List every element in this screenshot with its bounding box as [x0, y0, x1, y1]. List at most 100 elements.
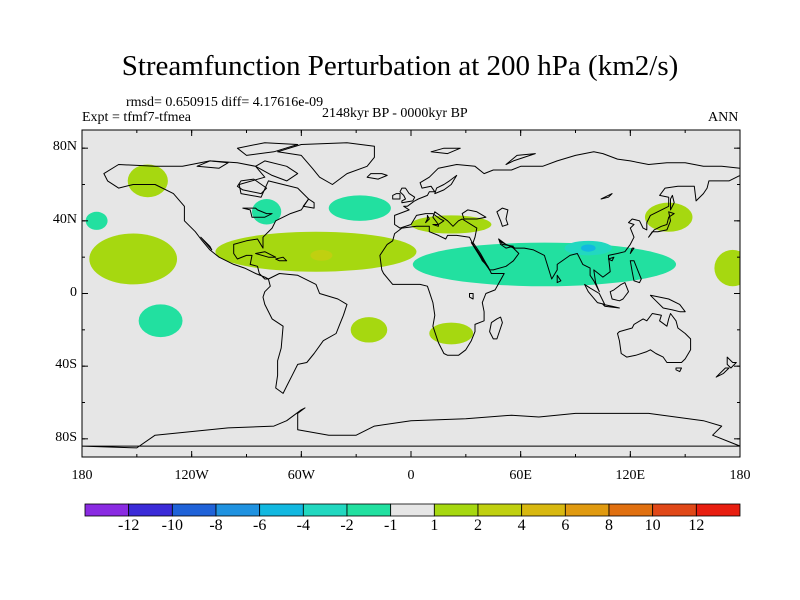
southeast-pacific-negative [138, 304, 183, 338]
lat-label: 40N [52, 211, 77, 227]
colorbar-box [84, 503, 130, 517]
colorbar-box [521, 503, 566, 517]
svalbard-coastline [430, 147, 461, 155]
sicily-coastline [432, 224, 439, 227]
colorbar-box [128, 503, 173, 517]
colorbar-label: 1 [430, 517, 439, 534]
lon-label: 120E [615, 468, 646, 483]
colorbar-box [477, 503, 523, 517]
java-coastline [602, 303, 620, 309]
colorbar-box [390, 503, 435, 517]
lat-label: 80N [52, 139, 77, 155]
colorbar-label: 8 [605, 517, 613, 534]
india-negative-center [580, 244, 596, 252]
persian-gulf-coastline [498, 238, 514, 249]
caspian-sea-coastline [496, 207, 509, 227]
new-zealand-south-coastline [715, 367, 730, 378]
lon-label: 0 [407, 468, 415, 483]
cuba-coastline [255, 251, 277, 258]
borneo-coastline [609, 282, 629, 302]
corsica-sardinia-coastline [425, 214, 430, 224]
lat-label: 40S [55, 357, 77, 373]
uk-coastline [399, 187, 416, 204]
colorbar-label: -8 [209, 517, 223, 534]
lon-label: 60W [287, 468, 315, 483]
great-lakes-negative [251, 199, 282, 225]
ellesmere-island-coastline [236, 142, 299, 156]
stats-label: rmsd= 0.650915 diff= 4.17616e-09 [126, 95, 324, 110]
lake-victoria-coastline [469, 293, 474, 300]
north-america-coastline [103, 160, 310, 280]
hispaniola-coastline [275, 256, 288, 262]
axis-ticks [81, 130, 741, 457]
great-lakes-coastline [242, 207, 273, 218]
colorbar-label: 10 [644, 517, 661, 534]
sakhalin-coastline [670, 194, 675, 211]
colorbar-box [259, 503, 304, 517]
atlantic-positive-core [310, 249, 333, 261]
colorbar-box [608, 503, 654, 517]
new-guinea-coastline [649, 294, 686, 313]
colorbar-box [695, 503, 741, 517]
lon-label: 180 [71, 468, 93, 483]
eurasia-coastline [394, 151, 740, 293]
colorbar-label: 6 [561, 517, 570, 534]
dateline-positive [714, 249, 740, 287]
period-label: 2148kyr BP - 0000kyr BP [322, 106, 468, 121]
sri-lanka-coastline [556, 274, 562, 284]
taiwan-coastline [629, 247, 635, 254]
season-label: ANN [708, 110, 739, 125]
gulf-california-coastline [200, 236, 213, 251]
north-pacific-positive [127, 164, 168, 198]
baffin-island-coastline [255, 160, 299, 182]
new-zealand-north-coastline [726, 356, 737, 369]
colorbar-label: 4 [517, 517, 526, 534]
madagascar-coastline [489, 316, 503, 340]
north-atlantic-negative [328, 195, 391, 221]
lake-baikal-coastline [600, 193, 613, 200]
lon-label: 60E [509, 468, 532, 483]
red-sea-coastline [470, 242, 491, 271]
hawaii-positive [89, 233, 178, 285]
colorbar-box [302, 503, 348, 517]
iceland-coastline [366, 173, 388, 180]
anomaly-contours [85, 164, 740, 345]
colorbar-label: 2 [474, 517, 482, 534]
south-africa-positive [429, 322, 474, 345]
south-america-coastline [262, 273, 348, 394]
colorbar-box [215, 503, 261, 517]
colorbar-box [564, 503, 610, 517]
japan-coastline [648, 211, 675, 238]
map-background [82, 130, 740, 457]
colorbar-label: -12 [117, 517, 140, 534]
newfoundland-coastline [302, 198, 315, 209]
south-atlantic-positive [350, 317, 388, 343]
colorbar-box [652, 503, 697, 517]
hainan-coastline [607, 256, 615, 262]
experiment-label: Expt = tfmf7-tfmea [82, 110, 191, 125]
lat-label: 0 [70, 284, 77, 300]
black-sea-coastline [461, 209, 487, 220]
colorbar-label: -2 [340, 517, 354, 534]
colorbar-label: -4 [296, 517, 310, 534]
australia-coastline [617, 313, 692, 363]
lat-label: 80S [55, 429, 77, 445]
tasmania-coastline [675, 367, 682, 373]
ireland-coastline [392, 193, 401, 200]
page-title: Streamfunction Perturbation at 200 hPa (… [121, 50, 679, 82]
africa-coastline [379, 225, 505, 356]
colorbar-label: 12 [688, 517, 705, 534]
colorbar-label: -10 [161, 517, 183, 534]
lon-label: 120W [174, 468, 209, 483]
antarctica-coastline [82, 407, 740, 449]
greenland-coastline [277, 142, 375, 185]
colorbar-box [433, 503, 479, 517]
novaya-zemlya-coastline [505, 153, 536, 165]
colorbar-label: -6 [252, 517, 267, 534]
colorbar-label: -1 [383, 517, 398, 534]
west-coast-negative [85, 211, 108, 230]
victoria-island-coastline [196, 160, 229, 169]
lon-label: 180 [729, 468, 751, 483]
coastlines [82, 142, 740, 449]
